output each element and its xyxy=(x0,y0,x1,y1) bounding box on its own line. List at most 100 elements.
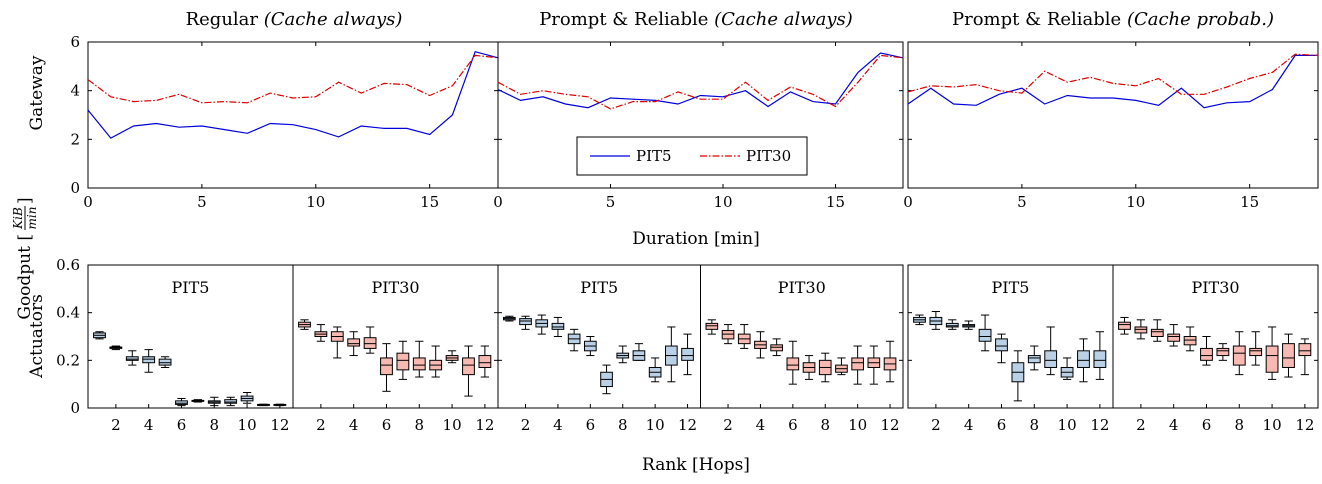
panel-titles: Regular (Cache always) Prompt & Reliable… xyxy=(186,9,1274,30)
box-pit30-rank-4 xyxy=(347,331,361,357)
box-body xyxy=(1077,350,1090,368)
x-tick-label: 4 xyxy=(553,416,563,434)
box-body xyxy=(851,357,864,371)
y-tick-label: 0.6 xyxy=(56,256,80,274)
facet-label-pit5: PIT5 xyxy=(580,278,618,297)
legend: PIT5 PIT30 xyxy=(576,136,808,176)
box-pit5-rank-8 xyxy=(207,396,221,407)
x-tick-label: 6 xyxy=(1202,416,1212,434)
x-tick-label: 4 xyxy=(349,416,359,434)
box-pit30-rank-3 xyxy=(330,326,344,359)
box-pit5-rank-11 xyxy=(665,326,678,383)
box-pit5-rank-12 xyxy=(681,333,694,376)
box-pit5-rank-3 xyxy=(945,319,959,330)
box-pit30-rank-6 xyxy=(380,343,393,392)
box-pit30-rank-2 xyxy=(314,324,328,342)
x-tick-label: 10 xyxy=(848,416,867,434)
box-pit5-rank-12 xyxy=(1093,331,1107,380)
y-tick-label: 0.2 xyxy=(56,351,80,369)
box-body xyxy=(1134,326,1148,334)
x-tick-label: 12 xyxy=(880,416,899,434)
x-tick-label: 12 xyxy=(1090,416,1109,434)
box-body xyxy=(519,318,532,326)
svg-text:KiB: KiB xyxy=(11,207,25,230)
box-body xyxy=(1093,350,1107,368)
box-pit30-rank-10 xyxy=(1265,326,1279,380)
box-body xyxy=(412,357,426,371)
box-pit30-rank-5 xyxy=(1183,326,1197,352)
box-body xyxy=(551,322,565,330)
box-body xyxy=(721,330,735,340)
y-tick-label: 0 xyxy=(70,399,80,417)
x-tick-label: 15 xyxy=(826,193,845,211)
x-tick-label: 10 xyxy=(306,193,325,211)
x-tick-label: 10 xyxy=(713,193,732,211)
box-pit30-rank-5 xyxy=(770,338,783,357)
y-axis-labels: Gateway Actuators Goodput [ KiB min ] xyxy=(11,55,47,379)
ylabel-goodput: Goodput [ KiB min ] xyxy=(11,197,39,319)
box-pit5-rank-6 xyxy=(584,336,597,357)
box-pit5-rank-11 xyxy=(1077,338,1090,383)
box-pit5-rank-10 xyxy=(240,392,254,404)
box-pit30-rank-1 xyxy=(298,319,311,330)
box-body xyxy=(681,347,694,361)
box-pit30-rank-11 xyxy=(462,345,475,397)
plot-frame xyxy=(87,41,499,189)
facet-label-pit5: PIT5 xyxy=(172,278,210,297)
box-body xyxy=(396,352,410,371)
svg-text:Goodput [: Goodput [ xyxy=(15,234,35,320)
box-body xyxy=(158,358,172,366)
box-pit30-rank-2 xyxy=(1134,319,1148,340)
x-tick-label: 12 xyxy=(1295,416,1314,434)
box-body xyxy=(1249,347,1263,357)
box-body xyxy=(380,357,393,376)
box-pit5-rank-1 xyxy=(503,315,516,322)
series-line-pit30 xyxy=(497,54,904,110)
box-pit5-rank-12 xyxy=(273,403,287,407)
x-tick-label: 6 xyxy=(177,416,187,434)
box-pit5-rank-5 xyxy=(978,314,992,352)
box-panel-1: 0 0.2 0.4 0.6 PIT5 2 4 6 8 10 12 PIT30 2 4 6 8 10 12 xyxy=(56,256,499,434)
y-tick-label: 0.4 xyxy=(56,304,80,322)
box-body xyxy=(347,338,361,347)
box-body xyxy=(1167,333,1181,342)
title-regular: Regular (Cache always) xyxy=(186,9,403,30)
line-panel-2: 0 5 10 15 PIT5 PIT30 xyxy=(493,41,904,211)
y-tick-label: 0 xyxy=(70,179,80,197)
box-body xyxy=(175,400,188,405)
box-panel-2: PIT5 2 4 6 8 10 12 PIT30 2 4 6 8 10 12 xyxy=(497,264,904,434)
svg-text:]: ] xyxy=(15,197,35,204)
title-prompt-reliable-probab: Prompt & Reliable (Cache probab.) xyxy=(952,9,1274,30)
x-tick-label: 6 xyxy=(788,416,798,434)
box-pit30-rank-11 xyxy=(867,345,881,385)
x-tick-label: 10 xyxy=(238,416,257,434)
box-pit5-rank-5 xyxy=(567,328,581,352)
x-tick-label: 8 xyxy=(1030,416,1040,434)
series-line-pit30 xyxy=(87,54,499,104)
x-tick-label: 12 xyxy=(475,416,494,434)
ylabel-actuators: Actuators xyxy=(27,294,47,379)
box-body xyxy=(1298,343,1312,357)
facet-label-pit30: PIT30 xyxy=(778,278,826,297)
x-tick-label: 2 xyxy=(723,416,733,434)
y-tick-label: 6 xyxy=(70,33,80,51)
box-pit30-rank-11 xyxy=(1282,333,1295,378)
x-tick-label: 8 xyxy=(618,416,628,434)
box-body xyxy=(995,338,1008,352)
box-body xyxy=(1118,321,1131,330)
box-pit5-rank-6 xyxy=(175,397,188,407)
box-body xyxy=(1265,345,1279,373)
box-pit5-rank-9 xyxy=(632,343,646,361)
x-tick-label: 4 xyxy=(1169,416,1179,434)
box-body xyxy=(978,328,992,342)
series-line-pit30 xyxy=(907,53,1319,95)
box-body xyxy=(125,356,139,361)
box-body xyxy=(462,357,475,376)
x-tick-label: 5 xyxy=(606,193,616,211)
facet-label-pit30: PIT30 xyxy=(1191,278,1239,297)
box-pit30-rank-1 xyxy=(705,319,719,335)
x-tick-label: 2 xyxy=(111,416,121,434)
x-tick-label: 0 xyxy=(83,193,93,211)
box-pit30-rank-7 xyxy=(1216,343,1230,361)
x-tick-label: 2 xyxy=(521,416,531,434)
